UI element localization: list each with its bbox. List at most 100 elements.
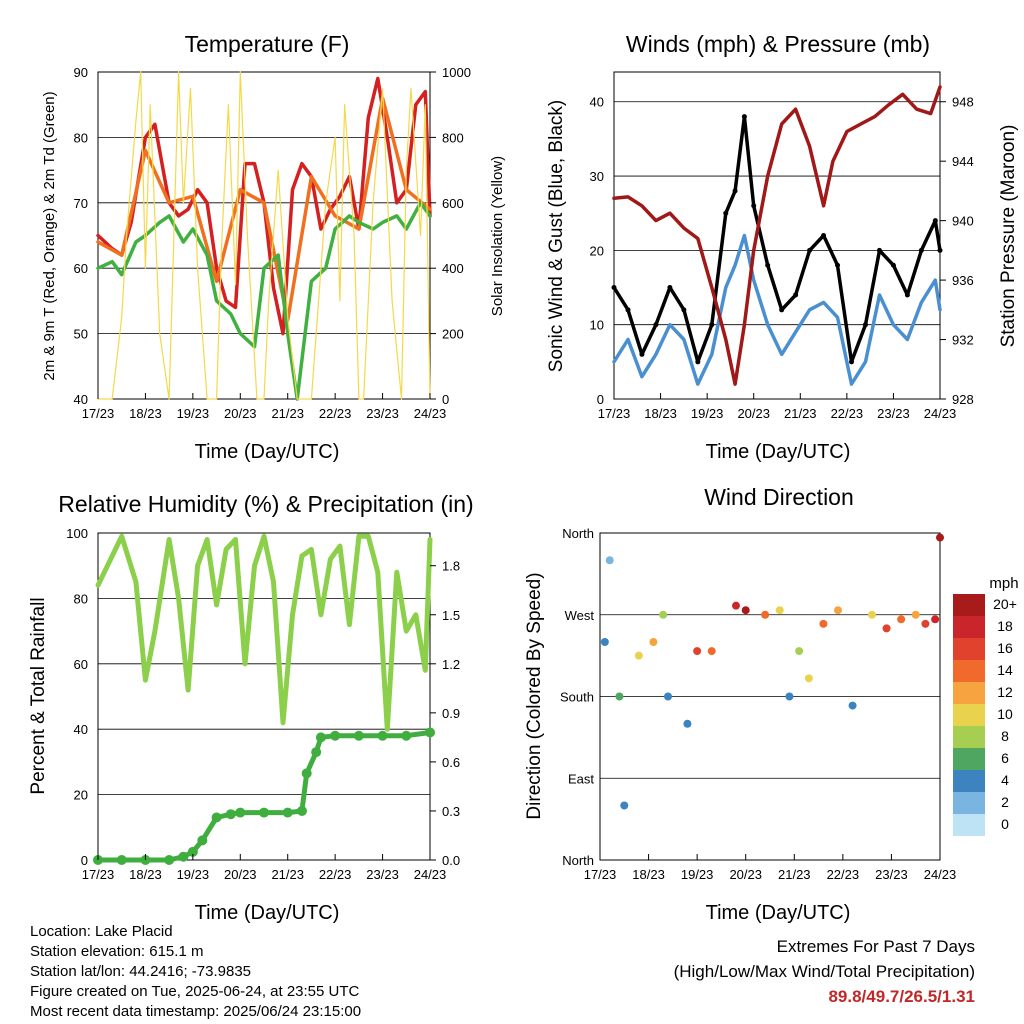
y-tick-label: 90 (74, 65, 88, 80)
direction-point (936, 533, 944, 542)
y2-tick-label: 0.0 (442, 853, 460, 868)
x-tick-label: 24/23 (414, 867, 447, 882)
direction-point (911, 610, 920, 619)
direction-point (634, 651, 643, 660)
x-tick-label: 18/23 (644, 406, 677, 421)
legend-swatch (953, 814, 985, 836)
legend-label: 14 (997, 662, 1013, 678)
x-tick-label: 23/23 (366, 406, 399, 421)
direction-point (868, 610, 876, 619)
data-point (667, 285, 673, 291)
data-point (330, 730, 341, 741)
direction-point (819, 619, 828, 628)
y-tick-label: South (560, 690, 594, 705)
y2-tick-label: 0 (442, 392, 449, 407)
data-point (311, 747, 322, 758)
data-point (681, 307, 687, 313)
direction-point (664, 692, 672, 701)
x-tick-label: 21/23 (271, 867, 304, 882)
legend-swatch (953, 726, 985, 748)
direction-point (834, 606, 842, 615)
data-point (765, 262, 771, 268)
y2-tick-label: 1.8 (442, 559, 460, 574)
legend-swatch (953, 792, 985, 814)
x-tick-label: 22/23 (319, 406, 352, 421)
y-tick-label: 80 (74, 591, 88, 606)
extremes-values: 89.8/49.7/26.5/1.31 (828, 987, 975, 1006)
direction-point (659, 610, 668, 619)
y-tick-label: East (568, 771, 594, 786)
extremes-title: Extremes For Past 7 Days (776, 937, 975, 956)
data-point (793, 292, 799, 298)
x-tick-label: 19/23 (177, 867, 210, 882)
y-tick-label: 60 (74, 657, 88, 672)
x-tick-label: 23/23 (875, 867, 908, 882)
series-line (612, 114, 942, 364)
winds-ylabel-right: Station Pressure (Maroon) (998, 125, 1019, 348)
data-point (425, 727, 435, 738)
data-point (741, 114, 747, 120)
data-point (296, 805, 307, 816)
x-tick-label: 22/23 (831, 406, 864, 421)
x-tick-label: 18/23 (632, 867, 665, 882)
station-info: Location: Lake Placid Station elevation:… (30, 922, 361, 1022)
y-tick-label: 80 (74, 130, 88, 145)
data-point (164, 855, 175, 865)
legend-swatch (953, 638, 985, 660)
data-point (197, 835, 208, 846)
y2-tick-label: 1000 (442, 65, 471, 80)
legend-swatch (953, 770, 985, 792)
elevation-text: Station elevation: 615.1 m (30, 943, 204, 960)
series-layer (93, 71, 944, 865)
x-tick-label: 23/23 (366, 867, 399, 882)
data-point (259, 807, 269, 818)
y-tick-label: 0 (597, 392, 604, 407)
direction-point (605, 556, 614, 565)
axis-ticks: 17/23 18/23 19/23 20/23 21/23 22/23 23/23 24/23… (66, 65, 973, 882)
extremes-box: Extremes For Past 7 Days (High/Low/Max W… (674, 934, 975, 1009)
direction-point (775, 606, 784, 615)
direction-title: Wind Direction (704, 484, 854, 510)
direction-point (921, 619, 930, 628)
y2-tick-label: 400 (442, 261, 464, 276)
data-point (301, 768, 312, 779)
data-point (918, 247, 924, 253)
direction-point (761, 610, 770, 619)
legend-label: 6 (1001, 750, 1009, 766)
legend-label: 8 (1001, 728, 1009, 744)
x-tick-label: 20/23 (729, 867, 762, 882)
data-point (401, 730, 412, 741)
data-point (116, 855, 127, 865)
legend-swatch (953, 616, 985, 638)
data-point (890, 262, 896, 268)
data-point (835, 262, 841, 268)
direction-ylabel-left: Direction (Colored By Speed) (524, 572, 545, 819)
legend-label: 0 (1001, 816, 1009, 832)
data-point (187, 846, 198, 857)
legend-swatch (953, 704, 985, 726)
y2-tick-label: 932 (952, 333, 974, 348)
data-point (821, 233, 827, 238)
y-tick-label: North (562, 853, 594, 868)
temperature-ylabel-left: 2m & 9m T (Red, Orange) & 2m Td (Green) (41, 91, 58, 380)
data-point (876, 247, 882, 253)
data-point (779, 307, 785, 313)
x-tick-label: 22/23 (827, 867, 860, 882)
humidity-title: Relative Humidity (%) & Precipitation (i… (58, 491, 473, 517)
y-tick-label: 30 (590, 169, 604, 184)
y-tick-label: 20 (590, 243, 604, 258)
x-tick-label: 23/23 (877, 406, 910, 421)
y-tick-label: 20 (74, 788, 88, 803)
created-text: Figure created on Tue, 2025-06-24, at 23… (30, 983, 360, 1000)
winds-plot-frame (613, 71, 941, 400)
x-tick-label: 19/23 (681, 867, 714, 882)
x-tick-label: 21/23 (784, 406, 817, 421)
y-tick-label: 100 (66, 526, 88, 541)
y-tick-label: 40 (590, 95, 604, 110)
temperature-ylabel-right: Solar Insolation (Yellow) (489, 156, 506, 316)
y2-tick-label: 928 (952, 392, 974, 407)
y-tick-label: West (565, 608, 595, 623)
direction-point (600, 638, 609, 646)
y-tick-label: North (562, 526, 594, 541)
